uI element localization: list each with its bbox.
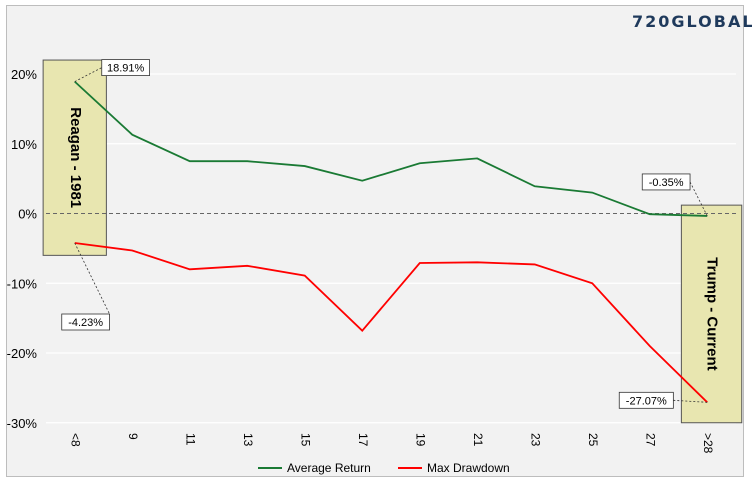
data-label: -0.35% bbox=[649, 177, 684, 189]
series-average-return bbox=[74, 80, 708, 217]
y-tick-label: 20% bbox=[11, 67, 37, 82]
data-label: 18.91% bbox=[107, 63, 145, 75]
series-max-drawdown bbox=[74, 242, 708, 403]
callout-box bbox=[101, 59, 150, 77]
x-tick-label: 21 bbox=[471, 433, 485, 447]
logo: 720GLOBAL bbox=[632, 12, 752, 31]
y-tick-label: 10% bbox=[11, 137, 37, 152]
x-tick-label: 15 bbox=[299, 433, 313, 447]
callout-box bbox=[641, 173, 691, 191]
x-tick-label: 9 bbox=[126, 433, 140, 440]
x-tick-label: 23 bbox=[529, 433, 543, 447]
y-tick-label: 0% bbox=[18, 207, 37, 222]
x-tick-label: 17 bbox=[356, 433, 370, 447]
y-tick-label: -20% bbox=[7, 346, 38, 361]
x-tick-label: <8 bbox=[69, 433, 83, 447]
callouts: 18.91% -4.23% -0.35% -27.07% bbox=[61, 59, 708, 409]
band-label: Trump - Current bbox=[704, 257, 721, 370]
legend-label: Max Drawdown bbox=[427, 461, 510, 475]
x-tick-label: >28 bbox=[701, 433, 715, 454]
legend: Average Return Max Drawdown bbox=[258, 461, 510, 475]
x-tick-label: 19 bbox=[414, 433, 428, 447]
data-label: -4.23% bbox=[68, 317, 103, 329]
series-lines bbox=[74, 80, 708, 403]
callout-leader bbox=[74, 242, 110, 315]
band-reagan bbox=[42, 59, 107, 256]
callout-box bbox=[61, 313, 110, 331]
y-axis-ticks: 20% 10% 0% -10% -20% -30% bbox=[7, 67, 38, 431]
x-tick-label: 11 bbox=[184, 433, 198, 446]
logo-text: 720GLOBAL bbox=[632, 12, 752, 31]
x-tick-label: 27 bbox=[644, 433, 658, 447]
x-axis-ticks: <8 9 11 13 15 17 19 21 23 25 27 >28 bbox=[69, 433, 716, 454]
callout-leader bbox=[673, 399, 708, 403]
callout-box bbox=[618, 391, 674, 409]
y-tick-label: -10% bbox=[7, 276, 38, 291]
band-label: Reagan - 1981 bbox=[67, 107, 84, 208]
x-tick-label: 25 bbox=[586, 433, 600, 447]
y-tick-label: -30% bbox=[7, 416, 38, 431]
x-tick-label: 13 bbox=[241, 433, 255, 447]
highlight-bands: Reagan - 1981 Trump - Current bbox=[42, 59, 743, 424]
legend-label: Average Return bbox=[287, 461, 371, 475]
gridlines bbox=[46, 73, 736, 424]
data-label: -27.07% bbox=[626, 395, 667, 407]
callout-leader bbox=[74, 67, 102, 82]
